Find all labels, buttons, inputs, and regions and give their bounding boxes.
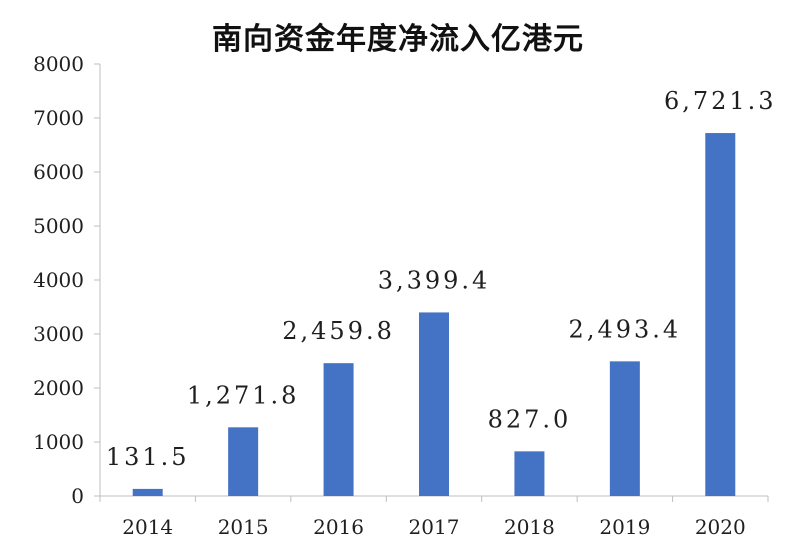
bar-2018: [514, 451, 545, 496]
bar-2020: [705, 133, 736, 496]
x-tick-label: 2018: [504, 515, 555, 539]
bar-2015: [228, 427, 259, 496]
data-label-2018: 827.0: [488, 405, 572, 433]
y-tick-label: 0: [71, 484, 84, 508]
y-tick-label: 4000: [33, 268, 84, 292]
chart-title: 南向资金年度净流入亿港元: [212, 22, 584, 57]
y-tick-label: 3000: [33, 322, 84, 346]
data-label-2020: 6,721.3: [664, 87, 777, 115]
x-tick-label: 2020: [695, 515, 746, 539]
x-tick-label: 2014: [122, 515, 173, 539]
y-tick-label: 1000: [33, 430, 84, 454]
x-tick-label: 2019: [599, 515, 650, 539]
x-tick-label: 2015: [218, 515, 269, 539]
bar-2016: [323, 363, 354, 496]
y-tick-label: 6000: [33, 160, 84, 184]
data-label-2014: 131.5: [106, 443, 190, 471]
data-label-2016: 2,459.8: [282, 317, 395, 345]
y-tick-label: 8000: [33, 52, 84, 76]
bar-2014: [132, 488, 163, 496]
y-tick-label: 2000: [33, 376, 84, 400]
bar-2017: [419, 312, 449, 496]
y-tick-label: 7000: [33, 106, 84, 130]
x-tick-label: 2016: [313, 515, 364, 539]
bar-2019: [609, 361, 640, 496]
x-tick-label: 2017: [409, 515, 460, 539]
data-label-2019: 2,493.4: [569, 315, 682, 343]
data-label-2015: 1,271.8: [187, 381, 300, 409]
data-label-2017: 3,399.4: [378, 266, 491, 294]
y-tick-label: 5000: [33, 214, 84, 238]
